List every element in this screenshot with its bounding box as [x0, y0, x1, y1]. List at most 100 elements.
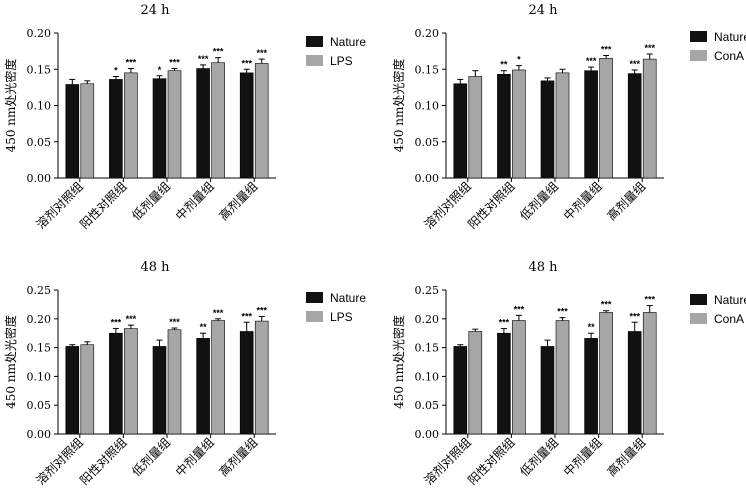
y-axis-label: 450 nm处光密度 — [3, 59, 18, 153]
chart-title: 24 h — [528, 3, 558, 18]
legend-swatch-lps — [306, 55, 323, 66]
significance-marker: *** — [213, 47, 224, 57]
bar-nature-2 — [109, 79, 123, 179]
bar-cona-2 — [512, 320, 526, 435]
bar-lps-4 — [211, 320, 225, 435]
bar-lps-2 — [124, 328, 138, 435]
significance-marker: *** — [126, 58, 137, 68]
x-tick-label: 低剂量组 — [517, 179, 562, 224]
x-tick-label: 低剂量组 — [129, 435, 174, 480]
bar-cona-1 — [468, 76, 483, 179]
significance-marker: *** — [169, 58, 180, 68]
significance-marker: *** — [586, 56, 597, 66]
x-tick-label: 阳性对照组 — [77, 435, 129, 487]
bar-cona-5 — [642, 58, 657, 179]
significance-marker: *** — [241, 58, 252, 68]
bar-lps-4 — [211, 62, 225, 179]
significance-marker: *** — [629, 311, 640, 321]
bar-nature-4 — [584, 70, 598, 179]
legend-swatch-nature — [690, 294, 707, 305]
bar-lps-5 — [254, 63, 269, 179]
bar-nature-1 — [65, 84, 80, 179]
bar-cona-4 — [599, 312, 613, 435]
bar-nature-3 — [152, 78, 167, 179]
chart-title: 24 h — [140, 3, 170, 18]
bar-nature-3 — [540, 80, 555, 179]
bar-nature-1 — [453, 346, 468, 435]
bar-cona-4 — [599, 58, 613, 179]
y-tick-label: 0.20 — [415, 27, 440, 40]
bar-nature-2 — [109, 332, 123, 435]
x-tick-label: 阳性对照组 — [77, 179, 129, 231]
bar-nature-4 — [584, 338, 598, 435]
significance-marker: *** — [126, 314, 137, 324]
bar-cona-2 — [512, 69, 526, 179]
x-tick-label: 高剂量组 — [216, 179, 261, 224]
y-axis-label: 450 nm处光密度 — [391, 59, 406, 153]
significance-marker: *** — [256, 305, 267, 315]
significance-marker: *** — [601, 44, 612, 54]
x-tick-label: 低剂量组 — [129, 179, 174, 224]
y-tick-label: 0.20 — [27, 27, 52, 40]
significance-marker: *** — [644, 295, 655, 305]
y-tick-label: 0.05 — [27, 399, 52, 412]
x-tick-label: 中剂量组 — [560, 435, 605, 480]
y-tick-label: 0.05 — [415, 399, 440, 412]
significance-marker: *** — [629, 59, 640, 69]
x-tick-label: 阳性对照组 — [465, 179, 517, 231]
x-tick-label: 中剂量组 — [560, 179, 605, 224]
x-tick-label: 高剂量组 — [216, 435, 261, 480]
significance-marker: *** — [256, 48, 267, 58]
bar-lps-3 — [167, 329, 182, 435]
y-tick-label: 0.05 — [27, 136, 52, 149]
bar-cona-1 — [468, 331, 483, 435]
significance-marker: *** — [198, 54, 209, 64]
bar-lps-1 — [80, 83, 95, 179]
y-tick-label: 0.25 — [27, 284, 52, 297]
significance-marker: *** — [213, 308, 224, 318]
bar-nature-2 — [497, 332, 511, 435]
chart-title: 48 h — [140, 260, 170, 275]
significance-marker: *** — [644, 43, 655, 53]
y-tick-label: 0.00 — [27, 172, 52, 185]
y-tick-label: 0.10 — [415, 370, 440, 383]
legend-label: ConA — [714, 49, 744, 63]
significance-marker: *** — [557, 307, 568, 317]
significance-marker: *** — [169, 317, 180, 327]
significance-marker: *** — [241, 311, 252, 321]
x-tick-label: 阳性对照组 — [465, 435, 517, 487]
y-tick-label: 0.15 — [27, 63, 52, 76]
legend-swatch-cona — [690, 313, 707, 324]
bar-nature-5 — [627, 73, 642, 179]
bar-lps-2 — [124, 72, 138, 179]
y-tick-label: 0.10 — [27, 100, 52, 113]
legend-label: Nature — [330, 291, 366, 305]
bar-lps-1 — [80, 344, 95, 435]
y-axis-label: 450 nm处光密度 — [391, 315, 406, 409]
y-tick-label: 0.20 — [415, 313, 440, 326]
bar-nature-1 — [453, 83, 468, 179]
significance-marker: ** — [588, 322, 596, 332]
y-tick-label: 0.20 — [27, 313, 52, 326]
bar-nature-4 — [196, 338, 210, 435]
y-tick-label: 0.00 — [415, 172, 440, 185]
significance-marker: * — [114, 66, 118, 76]
y-tick-label: 0.15 — [27, 342, 52, 355]
bar-nature-3 — [540, 346, 555, 435]
x-tick-label: 中剂量组 — [172, 179, 217, 224]
legend-label: Nature — [714, 30, 746, 44]
legend-swatch-cona — [690, 50, 707, 61]
legend-swatch-nature — [306, 36, 323, 47]
bar-nature-5 — [627, 331, 642, 435]
x-tick-label: 中剂量组 — [172, 435, 217, 480]
significance-marker: * — [517, 55, 521, 65]
y-tick-label: 0.15 — [415, 63, 440, 76]
bar-nature-5 — [239, 72, 254, 179]
x-tick-label: 高剂量组 — [604, 179, 649, 224]
bar-nature-3 — [152, 346, 167, 435]
bar-lps-5 — [254, 320, 269, 435]
